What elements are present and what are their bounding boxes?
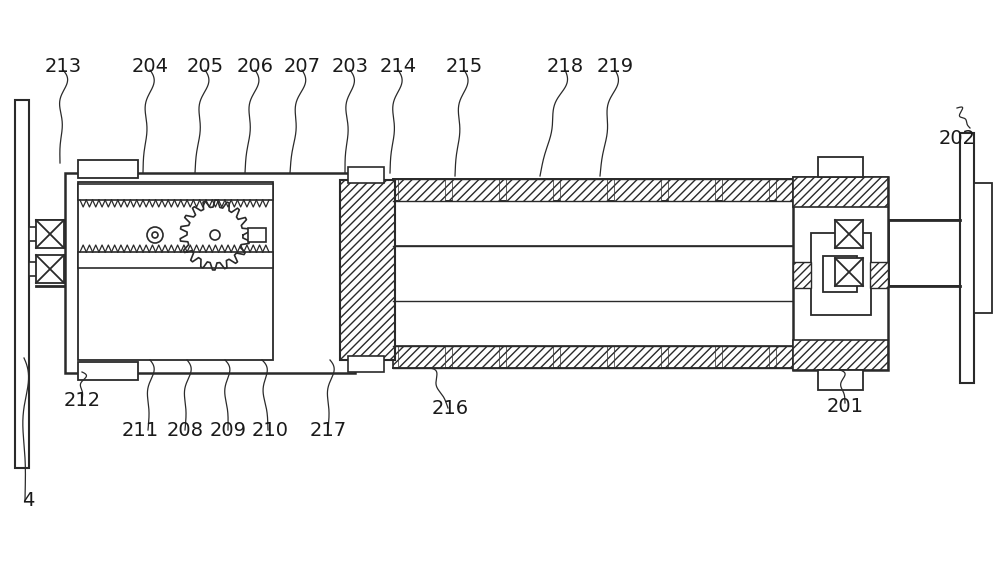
Bar	[65, 173, 355, 373]
Circle shape	[210, 230, 220, 240]
Bar	[29, 227, 37, 241]
Bar	[78, 182, 273, 360]
Bar	[393, 201, 835, 246]
Bar	[78, 160, 138, 178]
Text: 215: 215	[445, 56, 483, 76]
Bar	[818, 370, 863, 390]
Circle shape	[152, 232, 158, 238]
Bar	[776, 179, 823, 201]
Text: 218: 218	[546, 56, 584, 76]
Bar	[870, 262, 888, 288]
Bar	[340, 180, 395, 360]
Text: 213: 213	[44, 56, 82, 76]
Bar	[793, 262, 811, 288]
Bar	[974, 183, 992, 313]
Bar	[863, 265, 871, 279]
Text: 219: 219	[596, 56, 634, 76]
Text: 4: 4	[22, 491, 34, 509]
Bar	[393, 246, 835, 301]
Bar	[960, 133, 974, 383]
Bar	[722, 346, 769, 368]
Bar	[863, 227, 871, 241]
Bar	[452, 179, 499, 201]
Bar	[36, 255, 64, 283]
Bar	[614, 346, 661, 368]
Text: 216: 216	[431, 399, 469, 417]
Bar	[506, 346, 553, 368]
Bar	[793, 177, 888, 370]
Text: 203: 203	[332, 56, 368, 76]
Bar	[452, 346, 499, 368]
Bar	[393, 346, 835, 368]
Bar	[889, 220, 960, 286]
Bar	[78, 184, 273, 200]
Bar	[668, 179, 715, 201]
Bar	[793, 177, 888, 207]
Bar	[793, 340, 888, 370]
Text: 209: 209	[210, 420, 246, 440]
Text: 206: 206	[237, 56, 274, 76]
Bar	[398, 346, 445, 368]
Text: 214: 214	[379, 56, 417, 76]
Bar	[560, 179, 607, 201]
Bar	[29, 262, 37, 276]
Bar	[348, 356, 384, 372]
Bar	[15, 100, 29, 468]
Text: 211: 211	[121, 420, 159, 440]
Text: 212: 212	[63, 391, 101, 410]
Text: 207: 207	[284, 56, 320, 76]
Bar	[506, 179, 553, 201]
Bar	[348, 167, 384, 183]
Bar	[78, 252, 273, 268]
Text: 217: 217	[309, 420, 347, 440]
Text: 201: 201	[826, 396, 864, 416]
Bar	[823, 256, 857, 292]
Bar	[668, 346, 715, 368]
Bar	[811, 233, 871, 315]
Bar	[776, 346, 823, 368]
Bar	[722, 179, 769, 201]
Bar	[36, 220, 64, 248]
Bar	[835, 220, 863, 248]
Bar	[393, 301, 835, 346]
Text: 202: 202	[938, 128, 976, 148]
Bar	[818, 157, 863, 177]
Bar	[835, 258, 863, 286]
Text: 208: 208	[166, 420, 204, 440]
Bar	[78, 362, 138, 380]
Text: 205: 205	[186, 56, 224, 76]
Text: 210: 210	[252, 420, 288, 440]
Text: 204: 204	[132, 56, 168, 76]
Bar	[560, 346, 607, 368]
Circle shape	[147, 227, 163, 243]
Bar	[614, 179, 661, 201]
Bar	[248, 228, 266, 242]
Bar	[393, 179, 835, 201]
Bar	[398, 179, 445, 201]
